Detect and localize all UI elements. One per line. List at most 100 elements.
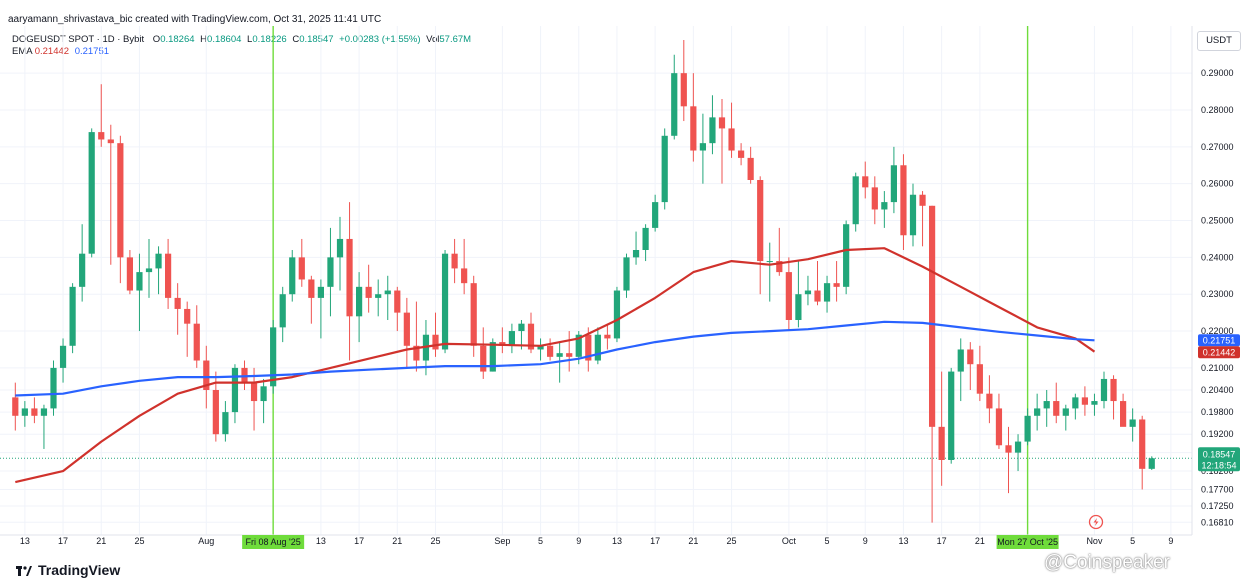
candle[interactable] bbox=[298, 238, 305, 287]
candle[interactable] bbox=[709, 95, 716, 155]
candle[interactable] bbox=[289, 250, 296, 302]
candle[interactable] bbox=[967, 342, 974, 390]
candle[interactable] bbox=[1100, 371, 1108, 409]
candle[interactable] bbox=[957, 338, 964, 402]
candle[interactable] bbox=[804, 275, 812, 306]
candle[interactable] bbox=[938, 371, 945, 486]
candle[interactable] bbox=[823, 275, 831, 313]
candle[interactable] bbox=[1014, 434, 1022, 472]
candle[interactable] bbox=[336, 216, 344, 291]
candle[interactable] bbox=[174, 283, 181, 335]
candle[interactable] bbox=[1072, 393, 1079, 420]
candle[interactable] bbox=[1091, 393, 1098, 416]
candle[interactable] bbox=[909, 183, 917, 247]
candle[interactable] bbox=[59, 338, 67, 383]
candle[interactable] bbox=[900, 154, 907, 250]
candle[interactable] bbox=[613, 286, 621, 343]
candle[interactable] bbox=[757, 176, 764, 295]
candle[interactable] bbox=[184, 301, 191, 357]
candle[interactable] bbox=[766, 242, 773, 302]
candle[interactable] bbox=[117, 135, 124, 284]
candle[interactable] bbox=[776, 227, 783, 276]
candle[interactable] bbox=[843, 220, 850, 295]
candle[interactable] bbox=[107, 124, 114, 265]
ema-label[interactable]: EMA bbox=[12, 46, 33, 57]
candle[interactable] bbox=[12, 382, 19, 431]
candle[interactable] bbox=[1034, 393, 1041, 431]
candle[interactable] bbox=[40, 404, 48, 449]
candle[interactable] bbox=[995, 393, 1003, 449]
candle[interactable] bbox=[356, 272, 363, 343]
candle[interactable] bbox=[1005, 426, 1012, 494]
candle[interactable] bbox=[260, 378, 267, 424]
candle[interactable] bbox=[547, 338, 554, 361]
candle[interactable] bbox=[21, 401, 28, 427]
candle[interactable] bbox=[690, 73, 697, 162]
candle[interactable] bbox=[747, 146, 754, 184]
candle[interactable] bbox=[642, 224, 649, 262]
candle[interactable] bbox=[1129, 408, 1136, 442]
candle[interactable] bbox=[738, 143, 745, 166]
candle[interactable] bbox=[394, 286, 401, 332]
candle[interactable] bbox=[833, 261, 840, 302]
candle[interactable] bbox=[231, 364, 239, 424]
candle[interactable] bbox=[270, 320, 277, 394]
candle[interactable] bbox=[604, 323, 611, 350]
candle[interactable] bbox=[88, 128, 95, 258]
candle[interactable] bbox=[432, 312, 439, 357]
candle[interactable] bbox=[384, 275, 391, 320]
candle[interactable] bbox=[126, 250, 133, 295]
candle[interactable] bbox=[403, 297, 410, 368]
candle[interactable] bbox=[699, 113, 706, 184]
candle[interactable] bbox=[929, 205, 936, 523]
candle[interactable] bbox=[671, 54, 678, 140]
candle[interactable] bbox=[193, 305, 200, 368]
candle[interactable] bbox=[1062, 404, 1069, 431]
candle[interactable] bbox=[1120, 393, 1127, 427]
candle[interactable] bbox=[145, 238, 153, 298]
candle[interactable] bbox=[1043, 390, 1050, 427]
candle[interactable] bbox=[136, 253, 143, 332]
candle[interactable] bbox=[79, 224, 86, 302]
candle[interactable] bbox=[413, 301, 420, 372]
candle[interactable] bbox=[718, 98, 726, 184]
candle[interactable] bbox=[566, 331, 573, 372]
candle[interactable] bbox=[814, 261, 821, 306]
candle[interactable] bbox=[98, 84, 105, 147]
candle[interactable] bbox=[508, 323, 515, 354]
lightning-icon[interactable] bbox=[1088, 514, 1104, 530]
candle[interactable] bbox=[375, 279, 382, 317]
candle[interactable] bbox=[31, 397, 38, 424]
candle[interactable] bbox=[594, 327, 601, 365]
candle[interactable] bbox=[728, 102, 735, 158]
candle[interactable] bbox=[1110, 375, 1117, 420]
candle[interactable] bbox=[1081, 386, 1088, 416]
candle[interactable] bbox=[976, 345, 983, 402]
candle[interactable] bbox=[365, 264, 372, 313]
candle[interactable] bbox=[461, 238, 468, 295]
candle[interactable] bbox=[852, 172, 859, 232]
candle[interactable] bbox=[862, 161, 869, 199]
candle[interactable] bbox=[652, 194, 659, 232]
candle[interactable] bbox=[948, 367, 955, 464]
candle[interactable] bbox=[50, 360, 57, 416]
candle[interactable] bbox=[632, 231, 640, 265]
candle[interactable] bbox=[919, 191, 926, 247]
symbol-name[interactable]: DOGEUSDT SPOT · 1D · Bybit bbox=[12, 34, 145, 45]
candle[interactable] bbox=[661, 128, 668, 210]
candle[interactable] bbox=[155, 246, 162, 295]
candle[interactable] bbox=[222, 401, 229, 442]
candle[interactable] bbox=[165, 238, 172, 309]
candle[interactable] bbox=[680, 40, 687, 122]
candle[interactable] bbox=[317, 279, 324, 339]
candle[interactable] bbox=[327, 227, 334, 317]
candle[interactable] bbox=[250, 367, 258, 431]
candle[interactable] bbox=[451, 238, 458, 284]
candle[interactable] bbox=[1024, 408, 1031, 446]
candle[interactable] bbox=[69, 283, 76, 354]
candle[interactable] bbox=[623, 253, 630, 298]
candle[interactable] bbox=[441, 250, 449, 354]
candle[interactable] bbox=[795, 261, 802, 328]
currency-selector[interactable]: USDT bbox=[1197, 31, 1241, 51]
